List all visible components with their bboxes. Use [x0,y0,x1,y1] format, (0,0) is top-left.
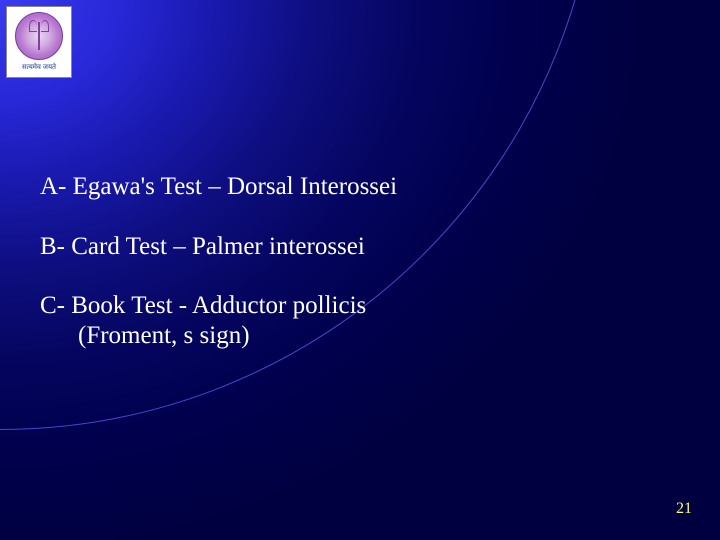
item-a-line1: A- Egawa's Test – Dorsal Interossei [40,172,397,202]
item-c-line2: (Froment, s sign) [40,321,397,351]
institution-logo: सत्यमेव जयते [6,6,72,78]
logo-caption: सत्यमेव जयते [22,63,56,72]
item-c-line1: C- Book Test - Adductor pollicis [40,291,397,321]
item-b-line1: B- Card Test – Palmer interossei [40,232,397,262]
slide: सत्यमेव जयते A- Egawa's Test – Dorsal In… [0,0,720,540]
slide-content: A- Egawa's Test – Dorsal Interossei B- C… [40,172,397,380]
page-number: 21 [676,500,692,518]
content-item-a: A- Egawa's Test – Dorsal Interossei [40,172,397,202]
content-item-c: C- Book Test - Adductor pollicis (Fromen… [40,291,397,350]
logo-emblem [15,12,63,60]
content-item-b: B- Card Test – Palmer interossei [40,232,397,262]
